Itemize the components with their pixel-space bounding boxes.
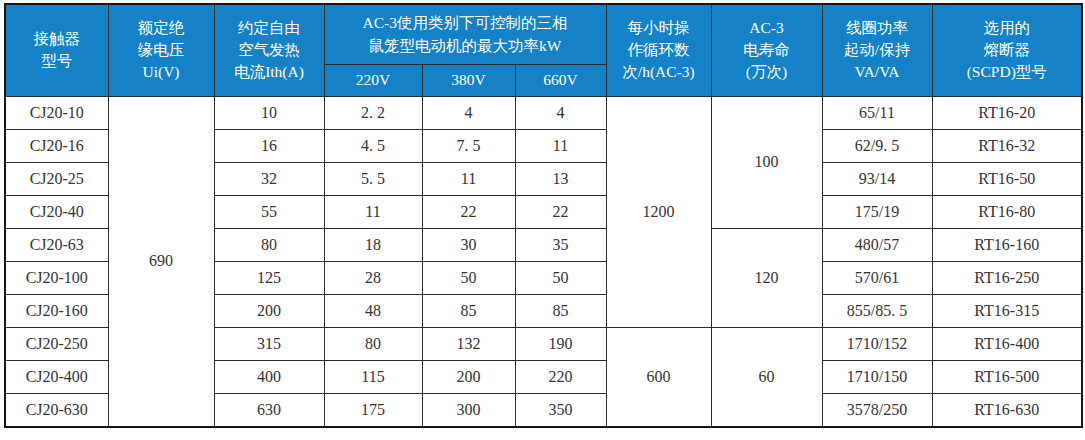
cell-electrical-life: 60 [711, 327, 822, 427]
cell-power-660v: 190 [515, 327, 606, 360]
cell-power-660v: 22 [515, 195, 606, 228]
cell-coil-power: 93/14 [822, 162, 932, 195]
cell-thermal-current: 16 [214, 129, 324, 162]
cell-power-380v: 132 [422, 327, 515, 360]
contactor-spec-table: 接触器 型号 额定绝 缘电压 Ui(V) 约定自由 空气发热 电流Ith(A) … [4, 3, 1083, 428]
cell-power-660v: 220 [515, 360, 606, 393]
cell-thermal-current: 400 [214, 360, 324, 393]
cell-coil-power: 480/57 [822, 228, 932, 261]
cell-power-220v: 28 [324, 261, 422, 294]
cell-coil-power: 1710/150 [822, 360, 932, 393]
header-coil-power: 线圈功率 起动/保持 VA/VA [822, 4, 932, 96]
cell-power-380v: 22 [422, 195, 515, 228]
cell-power-380v: 7. 5 [422, 129, 515, 162]
cell-power-660v: 11 [515, 129, 606, 162]
cell-coil-power: 855/85. 5 [822, 294, 932, 327]
cell-fuse-model: RT16-250 [932, 261, 1082, 294]
cell-fuse-model: RT16-400 [932, 327, 1082, 360]
cell-coil-power: 3578/250 [822, 393, 932, 427]
cell-power-220v: 18 [324, 228, 422, 261]
table-header: 接触器 型号 额定绝 缘电压 Ui(V) 约定自由 空气发热 电流Ith(A) … [5, 4, 1082, 96]
cell-coil-power: 62/9. 5 [822, 129, 932, 162]
cell-power-660v: 350 [515, 393, 606, 427]
cell-thermal-current: 630 [214, 393, 324, 427]
cell-cycles-per-hour: 1200 [606, 96, 711, 327]
cell-power-660v: 4 [515, 96, 606, 129]
cell-model: CJ20-63 [5, 228, 108, 261]
cell-model: CJ20-400 [5, 360, 108, 393]
cell-fuse-model: RT16-80 [932, 195, 1082, 228]
cell-power-220v: 115 [324, 360, 422, 393]
cell-electrical-life: 100 [711, 96, 822, 228]
cell-model: CJ20-40 [5, 195, 108, 228]
table-row: CJ20-10690102. 244120010065/11RT16-20 [5, 96, 1082, 129]
cell-fuse-model: RT16-50 [932, 162, 1082, 195]
cell-model: CJ20-100 [5, 261, 108, 294]
cell-thermal-current: 32 [214, 162, 324, 195]
header-fuse-model: 选用的 熔断器 (SCPD)型号 [932, 4, 1082, 96]
cell-power-380v: 11 [422, 162, 515, 195]
cell-thermal-current: 125 [214, 261, 324, 294]
cell-power-380v: 4 [422, 96, 515, 129]
table-body: CJ20-10690102. 244120010065/11RT16-20CJ2… [5, 96, 1082, 427]
cell-fuse-model: RT16-20 [932, 96, 1082, 129]
header-660v: 660V [515, 64, 606, 96]
header-model: 接触器 型号 [5, 4, 108, 96]
cell-power-660v: 50 [515, 261, 606, 294]
cell-power-220v: 80 [324, 327, 422, 360]
cell-model: CJ20-10 [5, 96, 108, 129]
cell-fuse-model: RT16-160 [932, 228, 1082, 261]
cell-model: CJ20-25 [5, 162, 108, 195]
cell-power-660v: 85 [515, 294, 606, 327]
cell-model: CJ20-250 [5, 327, 108, 360]
cell-cycles-per-hour: 600 [606, 327, 711, 427]
cell-insulation-voltage: 690 [108, 96, 214, 427]
cell-power-380v: 300 [422, 393, 515, 427]
header-cycles-per-hour: 每小时操 作循环数 次/h(AC-3) [606, 4, 711, 96]
cell-coil-power: 175/19 [822, 195, 932, 228]
cell-power-380v: 85 [422, 294, 515, 327]
cell-thermal-current: 10 [214, 96, 324, 129]
cell-fuse-model: RT16-630 [932, 393, 1082, 427]
cell-fuse-model: RT16-315 [932, 294, 1082, 327]
cell-thermal-current: 55 [214, 195, 324, 228]
cell-power-380v: 50 [422, 261, 515, 294]
cell-thermal-current: 200 [214, 294, 324, 327]
cell-power-660v: 13 [515, 162, 606, 195]
header-380v: 380V [422, 64, 515, 96]
cell-fuse-model: RT16-500 [932, 360, 1082, 393]
cell-thermal-current: 80 [214, 228, 324, 261]
cell-power-220v: 48 [324, 294, 422, 327]
cell-power-220v: 5. 5 [324, 162, 422, 195]
cell-power-380v: 30 [422, 228, 515, 261]
cell-fuse-model: RT16-32 [932, 129, 1082, 162]
cell-thermal-current: 315 [214, 327, 324, 360]
header-220v: 220V [324, 64, 422, 96]
cell-model: CJ20-16 [5, 129, 108, 162]
header-thermal-current: 约定自由 空气发热 电流Ith(A) [214, 4, 324, 96]
cell-coil-power: 65/11 [822, 96, 932, 129]
cell-model: CJ20-160 [5, 294, 108, 327]
cell-power-660v: 35 [515, 228, 606, 261]
cell-power-220v: 175 [324, 393, 422, 427]
header-ac3-power-group: AC-3使用类别下可控制的三相 鼠笼型电动机的最大功率kW [324, 4, 606, 64]
cell-power-380v: 200 [422, 360, 515, 393]
cell-power-220v: 4. 5 [324, 129, 422, 162]
header-electrical-life: AC-3 电寿命 (万次) [711, 4, 822, 96]
cell-model: CJ20-630 [5, 393, 108, 427]
header-insulation-voltage: 额定绝 缘电压 Ui(V) [108, 4, 214, 96]
cell-power-220v: 11 [324, 195, 422, 228]
cell-coil-power: 570/61 [822, 261, 932, 294]
cell-coil-power: 1710/152 [822, 327, 932, 360]
cell-power-220v: 2. 2 [324, 96, 422, 129]
table-container: 接触器 型号 额定绝 缘电压 Ui(V) 约定自由 空气发热 电流Ith(A) … [0, 0, 1085, 428]
cell-electrical-life: 120 [711, 228, 822, 327]
